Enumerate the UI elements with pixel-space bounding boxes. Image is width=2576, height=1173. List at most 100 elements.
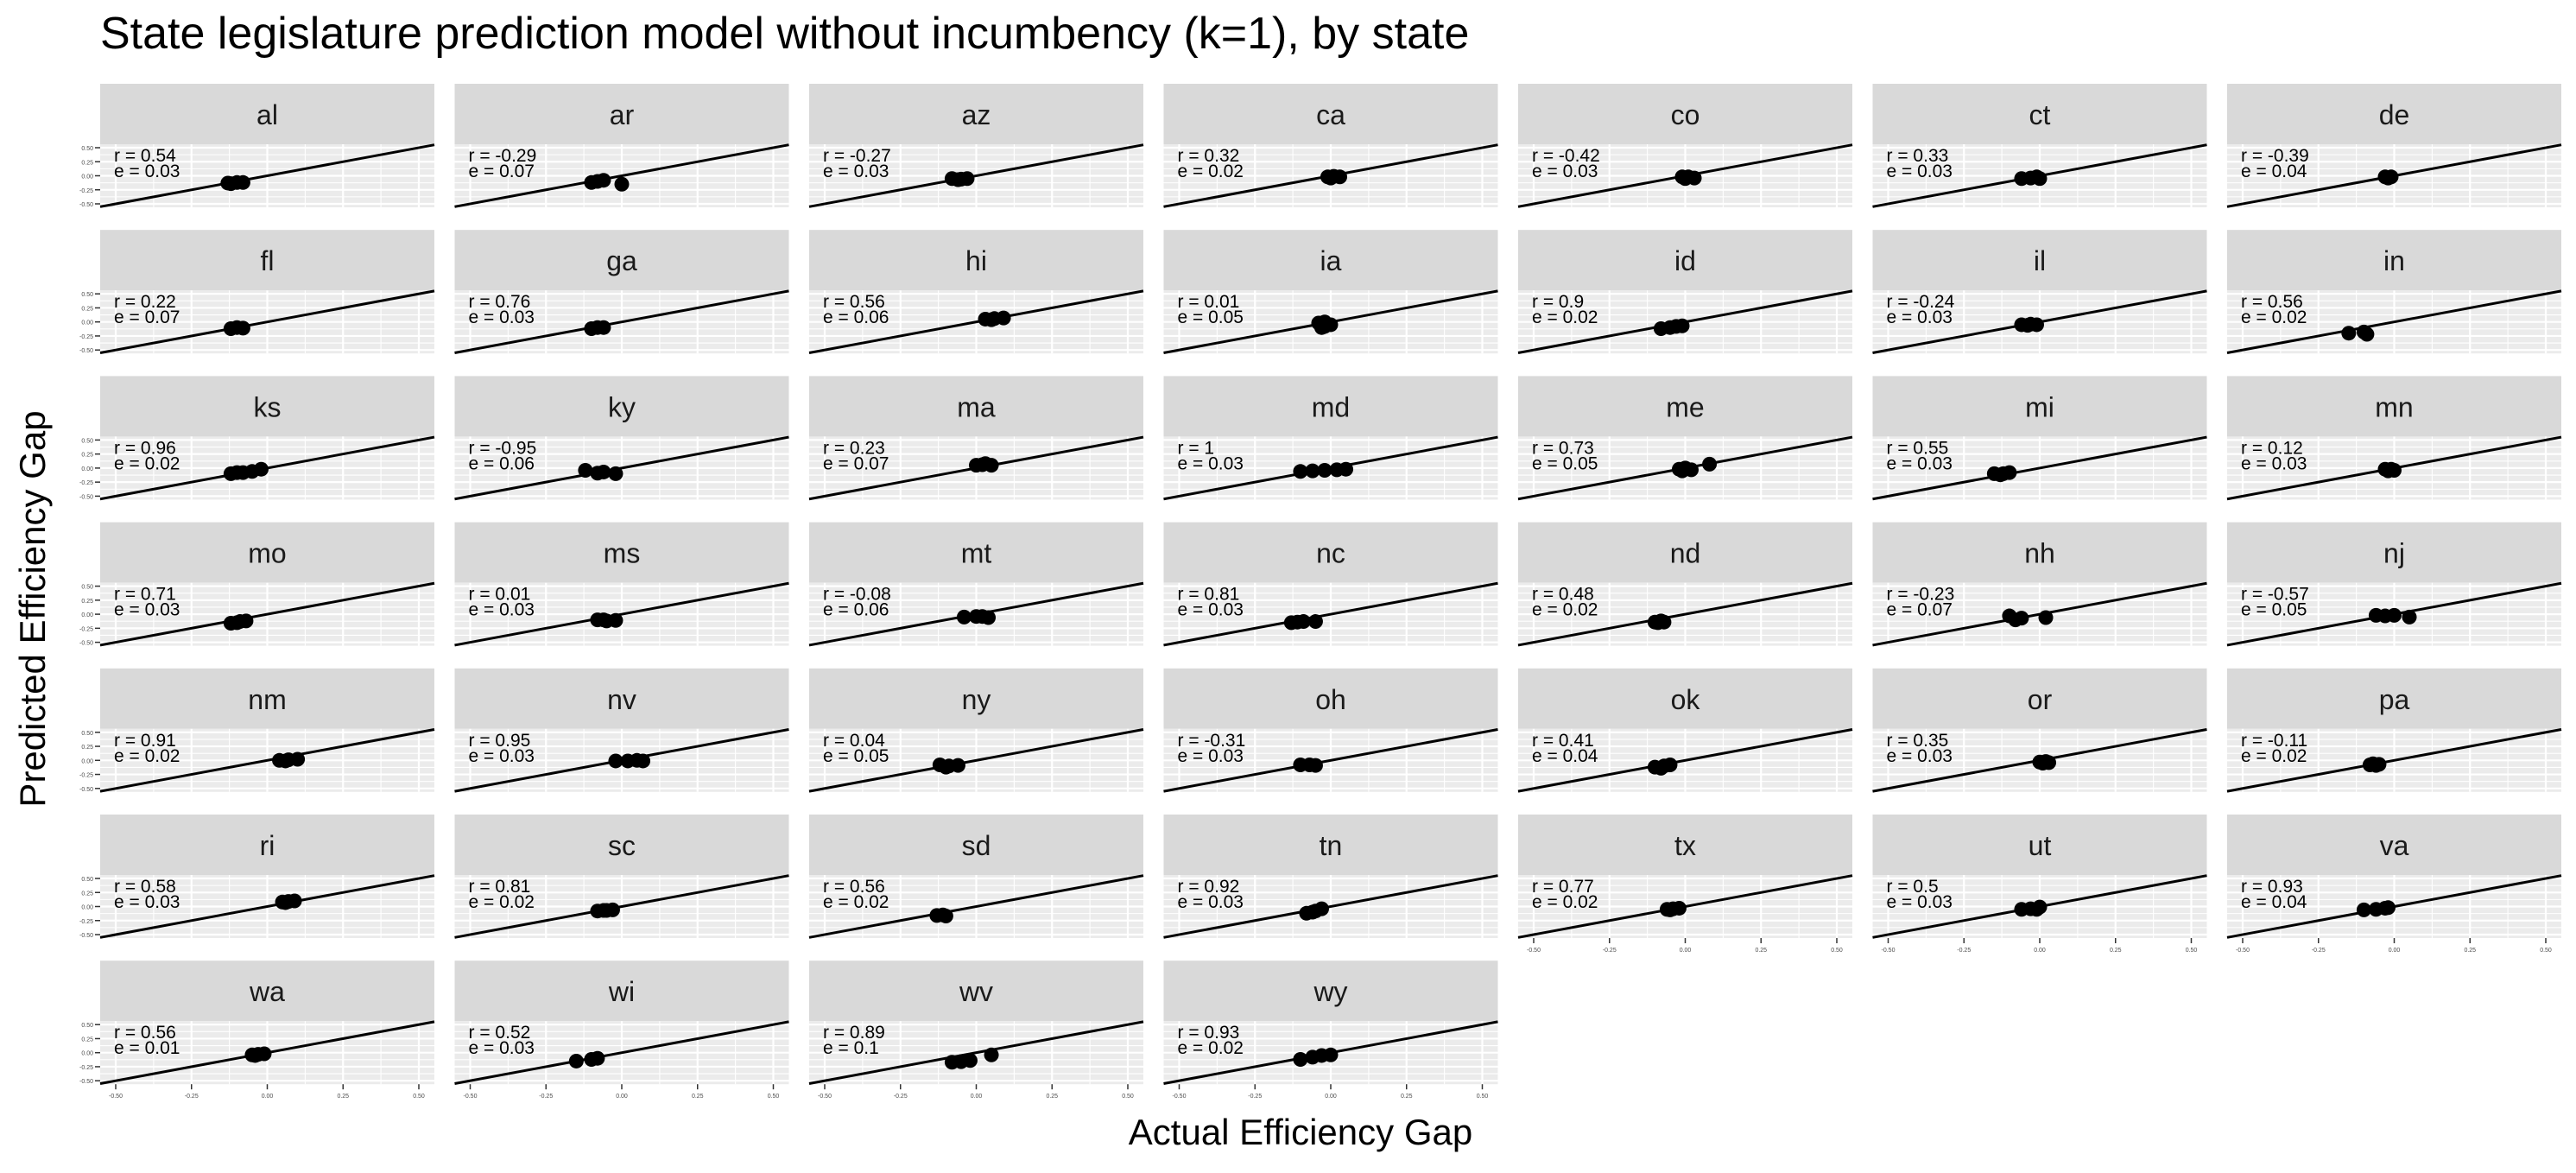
error-label: e = 0.02 bbox=[2241, 308, 2307, 327]
data-point bbox=[253, 461, 269, 477]
data-point bbox=[938, 759, 953, 775]
facet-strip-label: wi bbox=[608, 976, 635, 1007]
data-point bbox=[235, 174, 250, 190]
error-label: e = 0.07 bbox=[469, 162, 535, 181]
facet-panel-ar: ar r = -0.29e = 0.07 bbox=[454, 84, 789, 208]
data-point bbox=[247, 1048, 263, 1063]
data-point bbox=[950, 758, 965, 773]
facet-strip bbox=[100, 84, 434, 144]
data-point bbox=[2029, 169, 2044, 185]
x-axis-tick-label: -0.25 bbox=[894, 1094, 908, 1100]
facet-strip bbox=[2227, 522, 2561, 583]
facet-strip-label: wy bbox=[1313, 976, 1347, 1007]
reference-line-y-equals-x bbox=[1872, 435, 2207, 501]
facet-strip bbox=[454, 668, 789, 729]
facet-panel-nc: nc r = 0.81e = 0.03 bbox=[1163, 522, 1498, 647]
facet-panel-ga: ga r = 0.76e = 0.03 bbox=[454, 230, 789, 355]
facet-strip bbox=[1872, 376, 2207, 437]
y-axis-tick-label: 0.50 bbox=[81, 1023, 93, 1029]
facet-strip bbox=[2227, 668, 2561, 729]
data-point bbox=[2035, 756, 2051, 771]
facet-panel-nh: nh r = -0.23e = 0.07 bbox=[1872, 522, 2207, 647]
error-label: e = 0.03 bbox=[823, 162, 889, 181]
data-point bbox=[962, 1053, 978, 1068]
correlation-label: r = 0.48 bbox=[1532, 585, 1594, 605]
correlation-label: r = 0.33 bbox=[1887, 146, 1949, 166]
facet-panel-wa: wa r = 0.56e = 0.01 -0.50 -0.25 0.00 0.25 0.50… bbox=[79, 961, 435, 1100]
facet-strip bbox=[809, 230, 1143, 291]
data-point bbox=[2038, 610, 2054, 625]
correlation-label: r = 0.95 bbox=[469, 731, 531, 751]
facet-strip-label: oh bbox=[1315, 684, 1346, 715]
y-axis-tick-label: 0.25 bbox=[81, 891, 93, 897]
facet-strip-label: pa bbox=[2379, 684, 2410, 715]
data-point bbox=[2356, 902, 2371, 917]
x-axis-tick-label: -0.25 bbox=[1248, 1094, 1262, 1100]
x-axis-tick-label: 0.00 bbox=[2034, 948, 2046, 954]
facet-strip-label: md bbox=[1312, 391, 1350, 422]
error-label: e = 0.01 bbox=[114, 1038, 180, 1058]
reference-line-y-equals-x bbox=[99, 581, 435, 647]
data-point bbox=[2020, 318, 2035, 333]
data-point bbox=[938, 909, 953, 924]
facet-strip bbox=[809, 522, 1143, 583]
reference-line-y-equals-x bbox=[1517, 581, 1853, 647]
facet-strip-label: wv bbox=[959, 976, 993, 1007]
facet-panel-mt: mt r = -0.08e = 0.06 bbox=[808, 522, 1144, 647]
facet-strip-label: id bbox=[1674, 245, 1696, 276]
x-axis-label: Actual Efficiency Gap bbox=[1129, 1112, 1472, 1152]
correlation-label: r = 0.56 bbox=[114, 1023, 176, 1043]
y-axis-tick-label: -0.25 bbox=[79, 919, 93, 925]
error-label: e = 0.02 bbox=[469, 892, 535, 912]
y-axis-tick-label: 0.50 bbox=[81, 877, 93, 883]
reference-line-y-equals-x bbox=[1517, 727, 1853, 793]
data-point bbox=[1293, 1052, 1308, 1067]
facet-strip bbox=[809, 961, 1143, 1022]
correlation-label: r = 0.01 bbox=[1178, 292, 1240, 312]
facet-panel-il: il r = -0.24e = 0.03 bbox=[1872, 230, 2207, 355]
y-axis-tick-label: -0.50 bbox=[79, 348, 93, 354]
facet-strip bbox=[809, 84, 1143, 144]
data-point bbox=[1674, 318, 1690, 333]
x-axis-tick-label: -0.25 bbox=[1603, 948, 1617, 954]
data-point bbox=[2032, 899, 2048, 915]
facet-panel-mn: mn r = 0.12e = 0.03 bbox=[2226, 376, 2562, 501]
facet-strip bbox=[100, 668, 434, 729]
facet-strip-label: tx bbox=[1674, 830, 1696, 861]
x-axis-tick-label: 0.50 bbox=[1831, 948, 1843, 954]
facet-panel-md: md r = 1e = 0.03 bbox=[1163, 376, 1498, 501]
x-axis-tick-label: 0.00 bbox=[262, 1094, 274, 1100]
error-label: e = 0.03 bbox=[469, 600, 535, 620]
data-point bbox=[1992, 467, 2008, 483]
error-label: e = 0.02 bbox=[823, 892, 889, 912]
reference-line-y-equals-x bbox=[454, 143, 789, 208]
correlation-label: r = 0.56 bbox=[823, 877, 885, 897]
error-label: e = 0.05 bbox=[823, 746, 889, 766]
x-axis-tick-label: -0.50 bbox=[464, 1094, 478, 1100]
facet-strip bbox=[1163, 376, 1498, 437]
error-label: e = 0.06 bbox=[823, 600, 889, 620]
y-axis-tick-label: -0.50 bbox=[79, 202, 93, 208]
data-point bbox=[590, 1050, 605, 1066]
data-point bbox=[278, 895, 294, 910]
reference-line-y-equals-x bbox=[2226, 727, 2562, 793]
facet-strip-label: ut bbox=[2029, 830, 2052, 861]
facet-panel-tx: tx r = 0.77e = 0.02 -0.50 -0.25 0.00 0.25 0.50 bbox=[1517, 815, 1853, 954]
reference-line-y-equals-x bbox=[1163, 727, 1498, 793]
facet-strip-label: nd bbox=[1670, 538, 1701, 569]
data-point bbox=[996, 310, 1011, 326]
data-point bbox=[956, 609, 972, 625]
correlation-label: r = 0.89 bbox=[823, 1023, 885, 1043]
facet-strip bbox=[1518, 230, 1852, 291]
data-point bbox=[596, 903, 611, 918]
reference-line-y-equals-x bbox=[454, 435, 789, 501]
facet-strip bbox=[100, 230, 434, 291]
correlation-label: r = 0.04 bbox=[823, 731, 885, 751]
error-label: e = 0.02 bbox=[2241, 746, 2307, 766]
correlation-label: r = 0.52 bbox=[469, 1023, 531, 1043]
data-point bbox=[1653, 760, 1668, 776]
correlation-label: r = 0.96 bbox=[114, 438, 176, 458]
correlation-label: r = 0.55 bbox=[1887, 438, 1949, 458]
facet-panel-sc: sc r = 0.81e = 0.02 bbox=[454, 815, 789, 939]
